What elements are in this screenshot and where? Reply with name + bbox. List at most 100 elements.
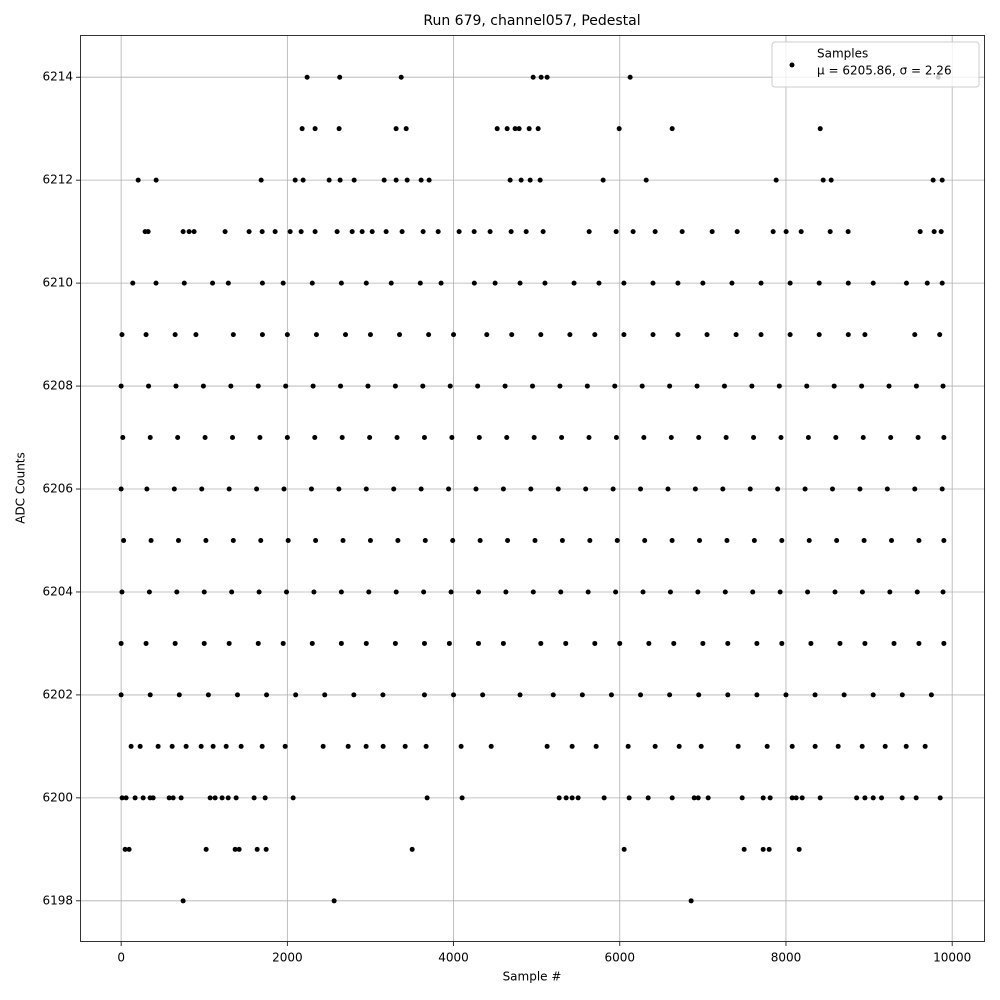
point [312,435,318,441]
point [601,795,607,801]
point [146,383,152,389]
point [626,795,632,801]
point [421,435,427,441]
point [669,126,675,132]
plot-frame [80,35,985,942]
point [532,537,538,543]
point [741,846,747,852]
point [625,743,631,749]
point [193,332,199,338]
point [773,177,779,183]
point [639,383,645,389]
point [621,846,627,852]
point [299,126,305,132]
point [630,229,636,235]
point [888,435,894,441]
point [517,280,523,286]
point [338,640,344,646]
point [402,743,408,749]
y-tick-label: 6202 [42,687,73,701]
point [535,126,541,132]
point [351,692,357,698]
point [128,743,134,749]
point [320,743,326,749]
point [147,692,153,698]
point [367,537,373,543]
point [889,537,895,543]
point [669,795,675,801]
point [398,74,404,80]
point [200,383,206,389]
point [326,177,332,183]
point [263,846,269,852]
legend-marker [789,62,795,68]
point [232,846,238,852]
point [331,898,337,904]
point [449,435,455,441]
point [799,795,805,801]
point [451,332,457,338]
point [613,435,619,441]
point [183,743,189,749]
point [500,486,506,492]
point [475,383,481,389]
point [709,229,715,235]
point [667,383,673,389]
y-tick-label: 6212 [42,173,73,187]
point [725,640,731,646]
point [487,229,493,235]
point [724,537,730,543]
point [118,486,124,492]
point [924,280,930,286]
point [120,435,126,441]
point [176,692,182,698]
point [284,332,290,338]
point [339,435,345,441]
point [420,383,426,389]
point [508,229,514,235]
point [835,743,841,749]
point [262,795,268,801]
point [779,537,785,543]
point [367,435,373,441]
point [394,435,400,441]
point [544,74,550,80]
point [155,743,161,749]
point [638,692,644,698]
y-axis-label: ADC Counts [14,452,28,524]
point [837,640,843,646]
point [119,589,125,595]
point [143,640,149,646]
point [225,280,231,286]
point [201,640,207,646]
point [395,537,401,543]
point [153,177,159,183]
point [418,177,424,183]
point [272,229,278,235]
x-tick-label: 6000 [604,951,635,965]
point [643,177,649,183]
point [870,795,876,801]
point [284,589,290,595]
point [621,280,627,286]
point [338,280,344,286]
point [203,846,209,852]
point [471,229,477,235]
point [667,589,673,595]
point [259,332,265,338]
point [310,383,316,389]
point [256,589,262,595]
point [558,589,564,595]
point [567,332,573,338]
point [186,229,192,235]
point [281,486,287,492]
point [723,435,729,441]
point [579,692,585,698]
point [937,795,943,801]
y-tick-label: 6214 [42,70,73,84]
point [747,486,753,492]
point [758,280,764,286]
point [225,795,231,801]
point [783,229,789,235]
legend-annotation: μ = 6205.86, σ = 2.26 [817,64,952,78]
